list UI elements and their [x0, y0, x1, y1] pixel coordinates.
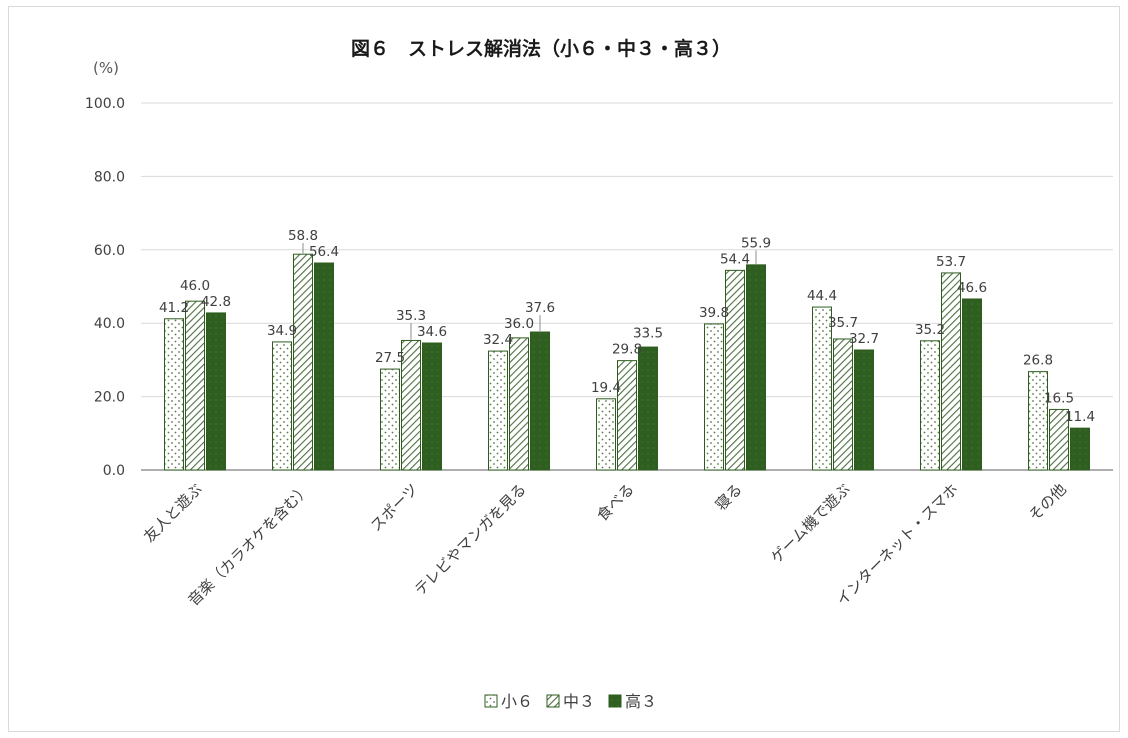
data-label-s6: 26.8 — [1023, 353, 1053, 369]
y-tick-label: 40.0 — [94, 316, 125, 332]
bar-c3 — [833, 338, 853, 471]
bar-h3 — [638, 346, 658, 471]
data-label-c3: 29.8 — [612, 342, 642, 358]
legend-swatch-h3 — [608, 694, 622, 708]
bar-c3 — [293, 253, 313, 471]
y-tick-label: 20.0 — [94, 390, 125, 406]
bar-c3 — [725, 269, 745, 471]
x-tick-label: 音楽（カラオケを含む） — [184, 480, 313, 609]
data-label-c3: 58.8 — [288, 228, 318, 244]
bar-s6 — [272, 341, 292, 471]
data-label-s6: 32.4 — [483, 332, 513, 348]
bar-h3 — [314, 262, 334, 471]
data-label-s6: 34.9 — [267, 323, 297, 339]
legend-label-c3: 中３ — [563, 692, 595, 711]
data-label-c3: 36.0 — [504, 316, 534, 332]
bar-c3 — [401, 339, 421, 471]
data-label-h3: 34.6 — [417, 324, 447, 340]
data-label-c3: 53.7 — [936, 254, 966, 270]
bar-s6 — [1028, 371, 1048, 471]
data-label-s6: 44.4 — [807, 288, 837, 304]
x-tick-label: 寝る — [712, 480, 746, 514]
y-tick-label: 60.0 — [94, 243, 125, 259]
data-label-h3: 42.8 — [201, 294, 231, 310]
data-label-c3: 16.5 — [1044, 390, 1074, 406]
bar-s6 — [164, 318, 184, 471]
data-label-h3: 55.9 — [741, 235, 771, 251]
data-label-s6: 27.5 — [375, 350, 405, 366]
bar-h3 — [854, 349, 874, 471]
y-axis-unit: (%) — [93, 59, 119, 77]
legend-swatch-s6 — [484, 694, 498, 708]
data-label-h3: 32.7 — [849, 331, 879, 347]
data-label-h3: 56.4 — [309, 244, 339, 260]
data-label-h3: 46.6 — [957, 280, 987, 296]
data-label-h3: 37.6 — [525, 300, 555, 316]
x-tick-label: 友人と遊ぶ — [140, 480, 206, 546]
bar-c3 — [509, 337, 529, 471]
bar-c3 — [617, 360, 637, 471]
bar-s6 — [920, 340, 940, 471]
y-tick-label: 0.0 — [103, 463, 125, 479]
bar-c3 — [1049, 408, 1069, 471]
data-label-c3: 35.3 — [396, 308, 426, 324]
bar-h3 — [206, 312, 226, 471]
data-label-h3: 33.5 — [633, 326, 663, 342]
bar-h3 — [1070, 427, 1090, 471]
x-tick-label: ゲーム機で遊ぶ — [767, 480, 854, 567]
y-tick-label: 100.0 — [85, 96, 125, 112]
bar-s6 — [488, 350, 508, 471]
chart-title: 図６ ストレス解消法（小６・中３・高３） — [351, 37, 731, 60]
data-label-c3: 35.7 — [828, 315, 858, 331]
x-tick-label: テレビやマンガを見る — [411, 480, 530, 599]
x-tick-label: 食べる — [593, 480, 638, 525]
y-tick-label: 80.0 — [94, 169, 125, 185]
legend-swatch-c3 — [546, 694, 560, 708]
x-tick-label: インターネット・スマホ — [833, 480, 962, 609]
data-label-s6: 39.8 — [699, 305, 729, 321]
data-label-s6: 35.2 — [915, 322, 945, 338]
x-tick-label: その他 — [1025, 480, 1070, 525]
x-tick-label: スポーツ — [367, 480, 422, 535]
bar-c3 — [185, 300, 205, 471]
data-label-c3: 54.4 — [720, 251, 750, 267]
data-label-s6: 19.4 — [591, 380, 621, 396]
data-label-s6: 41.2 — [159, 300, 189, 316]
data-label-c3: 46.0 — [180, 278, 210, 294]
bar-h3 — [746, 264, 766, 471]
bar-s6 — [812, 306, 832, 471]
bar-c3 — [941, 272, 961, 471]
legend-label-s6: 小６ — [501, 692, 533, 711]
chart-frame: 図６ ストレス解消法（小６・中３・高３） (%) 0.0 20.0 40.0 60.0… — [8, 6, 1120, 732]
bar-s6 — [380, 368, 400, 471]
bar-s6 — [704, 323, 724, 471]
bar-h3 — [422, 342, 442, 471]
bar-s6 — [596, 398, 616, 471]
legend-label-h3: 高３ — [625, 692, 657, 711]
bar-h3 — [530, 331, 550, 471]
bar-h3 — [962, 298, 982, 471]
bar-chart: 図６ ストレス解消法（小６・中３・高３） (%) 0.0 20.0 40.0 60.0… — [85, 37, 1113, 711]
data-label-h3: 11.4 — [1065, 409, 1095, 425]
